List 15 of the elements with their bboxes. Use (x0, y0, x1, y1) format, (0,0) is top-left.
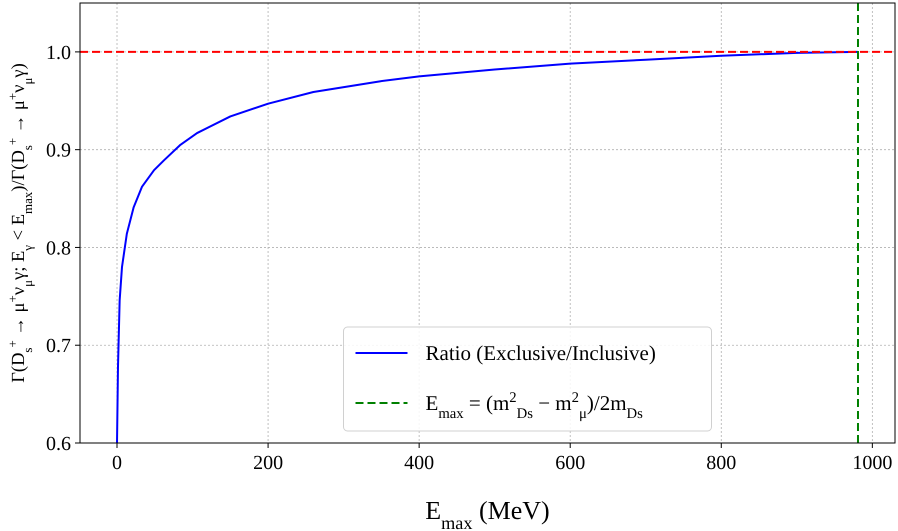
line-series (116, 50, 859, 443)
x-axis-title: E$_{max}$ (MeV) (425, 496, 550, 531)
x-tick-label: 200 (253, 452, 284, 474)
x-tick-label: 600 (555, 452, 586, 474)
y-tick-label: 0.6 (46, 433, 71, 455)
y-tick-label: 0.7 (46, 335, 71, 358)
y-tick-label: 1.0 (46, 42, 71, 64)
x-tick-label: 1000 (852, 452, 892, 474)
text: E$_{max}$ = (m$^{2}$$_{Ds}$ − m$^{2}$$_{μ}$)/2m$_{Ds}$ (426, 390, 643, 422)
x-tick-label: 0 (112, 452, 122, 474)
x-tick-label: 400 (404, 452, 434, 474)
x-tick-label: 800 (706, 452, 736, 474)
y-tick-label: 0.8 (46, 237, 71, 260)
y-tick-label: 0.9 (46, 140, 71, 162)
legend-label: Ratio (Exclusive/Inclusive) (426, 341, 656, 365)
